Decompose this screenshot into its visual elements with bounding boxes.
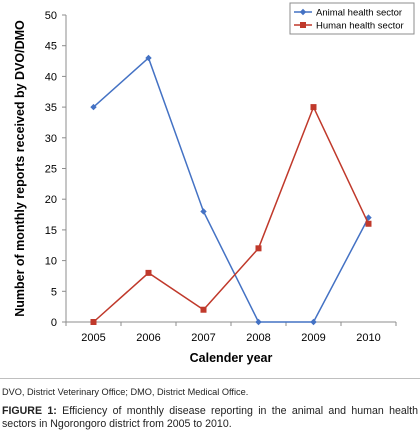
- x-tick-label: 2006: [136, 332, 160, 344]
- y-tick-label: 10: [45, 256, 57, 268]
- legend-marker-human: [300, 22, 306, 28]
- legend-box: [289, 2, 415, 35]
- y-tick-label: 35: [45, 102, 57, 114]
- y-tick-label: 15: [45, 225, 57, 237]
- x-tick-label: 2009: [301, 332, 325, 344]
- y-tick-label: 50: [45, 10, 57, 22]
- data-point-human: [200, 306, 207, 313]
- figure-caption: FIGURE 1: Efficiency of monthly disease …: [2, 405, 418, 431]
- divider: [0, 378, 420, 379]
- x-tick-label: 2005: [81, 332, 105, 344]
- data-point-human: [90, 319, 97, 325]
- x-tick-label: 2007: [191, 332, 215, 344]
- series-line-animal: [93, 56, 370, 323]
- data-point-human: [145, 269, 152, 276]
- data-point-human: [365, 220, 372, 227]
- data-point-human: [310, 104, 317, 111]
- series-line-human: [93, 105, 370, 323]
- data-point-human: [255, 245, 262, 252]
- x-tick-label: 2010: [356, 332, 380, 344]
- y-tick-label: 40: [45, 71, 57, 83]
- y-axis-title: Number of monthly reports received by DV…: [13, 20, 27, 317]
- data-point-animal: [145, 54, 152, 62]
- x-tick-label: 2008: [246, 332, 270, 344]
- y-tick-label: 5: [51, 286, 57, 298]
- legend-label-animal: Animal health sector: [316, 8, 402, 19]
- y-tick-label: 45: [45, 41, 57, 53]
- y-tick-label: 25: [45, 164, 57, 176]
- legend-marker-animal: [299, 8, 307, 16]
- data-point-animal: [310, 318, 317, 326]
- data-point-animal: [255, 318, 262, 326]
- footnote: DVO, District Veterinary Office; DMO, Di…: [2, 387, 249, 397]
- caption-label: FIGURE 1:: [2, 405, 57, 417]
- data-point-animal: [90, 103, 97, 111]
- caption-text: Efficiency of monthly disease reporting …: [2, 405, 418, 430]
- line-chart: 0 5 10 15 20 25 30 35 40 45 50 2005 2006 2007 2008 2009…: [13, 2, 415, 365]
- chart-area: 0 5 10 15 20 25 30 35 40 45 50 2005 2006 2007 2008 2009…: [13, 2, 415, 365]
- y-tick-label: 30: [45, 133, 57, 145]
- y-tick-label: 0: [51, 317, 57, 329]
- legend-label-human: Human health sector: [316, 21, 404, 32]
- data-point-animal: [200, 208, 207, 215]
- x-axis-title: Calender year: [190, 351, 273, 365]
- y-tick-label: 20: [45, 194, 57, 206]
